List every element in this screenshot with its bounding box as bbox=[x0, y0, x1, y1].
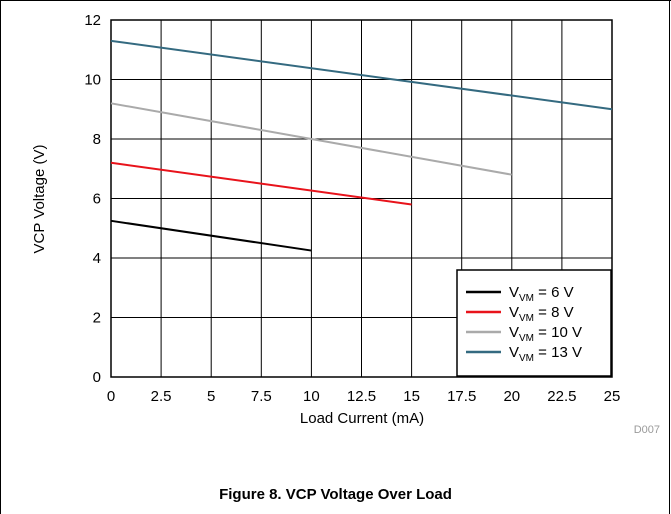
y-tick-label: 0 bbox=[93, 369, 101, 386]
y-tick-label: 8 bbox=[93, 131, 101, 148]
x-tick-label: 10 bbox=[303, 388, 320, 405]
x-tick-label: 5 bbox=[207, 388, 215, 405]
y-tick-label: 10 bbox=[84, 72, 101, 89]
x-tick-label: 2.5 bbox=[151, 388, 172, 405]
y-tick-label: 4 bbox=[93, 250, 101, 267]
y-tick-label: 6 bbox=[93, 191, 101, 208]
figure-code: D007 bbox=[633, 424, 660, 436]
x-tick-label: 15 bbox=[403, 388, 420, 405]
series-line bbox=[110, 219, 312, 252]
x-axis-label: Load Current (mA) bbox=[300, 410, 424, 427]
plot-border bbox=[110, 19, 613, 378]
legend-label: VVM = 13 V bbox=[509, 344, 582, 364]
y-tick-label: 2 bbox=[93, 310, 101, 327]
legend-label: VVM = 8 V bbox=[509, 304, 574, 324]
x-tick-label: 20 bbox=[503, 388, 520, 405]
legend-box bbox=[456, 269, 612, 377]
frame-right-border bbox=[669, 0, 670, 514]
legend-label: VVM = 10 V bbox=[509, 324, 582, 344]
series-line bbox=[110, 102, 512, 176]
x-tick-label: 0 bbox=[107, 388, 115, 405]
y-axis-label: VCP Voltage (V) bbox=[31, 145, 48, 254]
x-tick-label: 7.5 bbox=[251, 388, 272, 405]
figure-caption: Figure 8. VCP Voltage Over Load bbox=[219, 486, 452, 503]
x-tick-label: 12.5 bbox=[347, 388, 376, 405]
x-tick-label: 17.5 bbox=[447, 388, 476, 405]
y-tick-label: 12 bbox=[84, 12, 101, 29]
frame-top-border bbox=[0, 0, 671, 1]
legend-label: VVM = 6 V bbox=[509, 284, 574, 304]
chart: 0 2.5 5 7.5 10 12.5 15 17.5 20 22.5 25 0 2 4 6 8 10 12 VVM… bbox=[31, 12, 621, 427]
x-tick-label: 25 bbox=[604, 388, 621, 405]
x-tick-label: 22.5 bbox=[547, 388, 576, 405]
series-line bbox=[110, 39, 613, 111]
frame-left-border bbox=[0, 0, 1, 514]
series-line bbox=[110, 161, 412, 206]
